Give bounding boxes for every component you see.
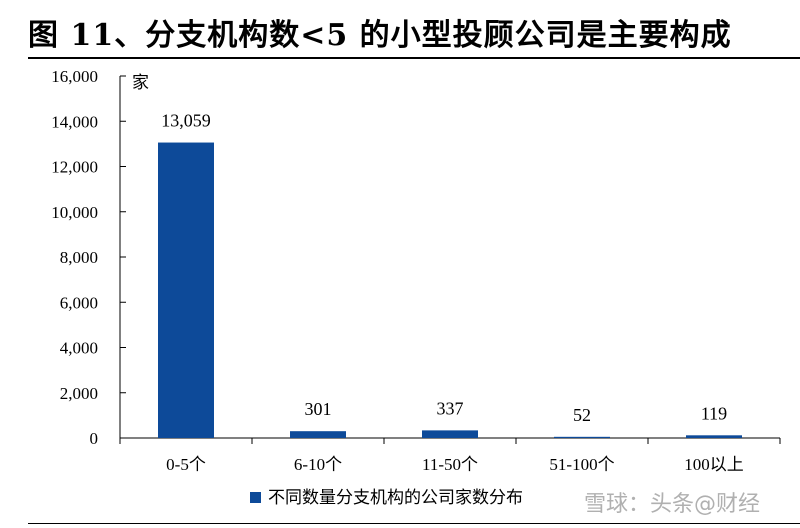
legend-label: 不同数量分支机构的公司家数分布 (268, 488, 523, 507)
x-tick-label-1: 0-5个 (166, 455, 206, 474)
legend-swatch (250, 492, 261, 503)
watermark: 雪球：头条@财经 (584, 492, 761, 517)
bar-5 (686, 435, 742, 438)
bar-1 (158, 142, 214, 438)
y-tick-label: 4,000 (60, 339, 98, 358)
bar-2 (290, 431, 346, 438)
chart-title: 图 11、分支机构数<5 的小型投顾公司是主要构成 (28, 18, 732, 53)
bar-4 (554, 436, 610, 438)
y-tick-label: 14,000 (51, 112, 98, 131)
title-divider (28, 57, 800, 59)
y-tick-label: 6,000 (60, 293, 98, 312)
y-tick-label: 2,000 (60, 384, 98, 403)
y-tick-label: 8,000 (60, 248, 98, 267)
data-label-2: 301 (305, 399, 332, 419)
data-label-4: 52 (573, 405, 591, 425)
data-label-3: 337 (437, 398, 464, 418)
y-tick-label: 16,000 (51, 67, 98, 86)
x-tick-label-5: 100以上 (684, 455, 744, 474)
data-label-1: 13,059 (161, 111, 211, 131)
y-unit-label: 家 (132, 73, 149, 92)
x-tick-label-2: 6-10个 (294, 455, 342, 474)
x-tick-label-4: 51-100个 (549, 455, 614, 474)
y-tick-label: 0 (90, 429, 99, 448)
data-label-5: 119 (701, 403, 727, 423)
x-tick-label-3: 11-50个 (422, 455, 478, 474)
y-tick-label: 10,000 (51, 203, 98, 222)
bar-3 (422, 430, 478, 438)
bottom-divider (28, 523, 800, 524)
y-tick-label: 12,000 (51, 158, 98, 177)
